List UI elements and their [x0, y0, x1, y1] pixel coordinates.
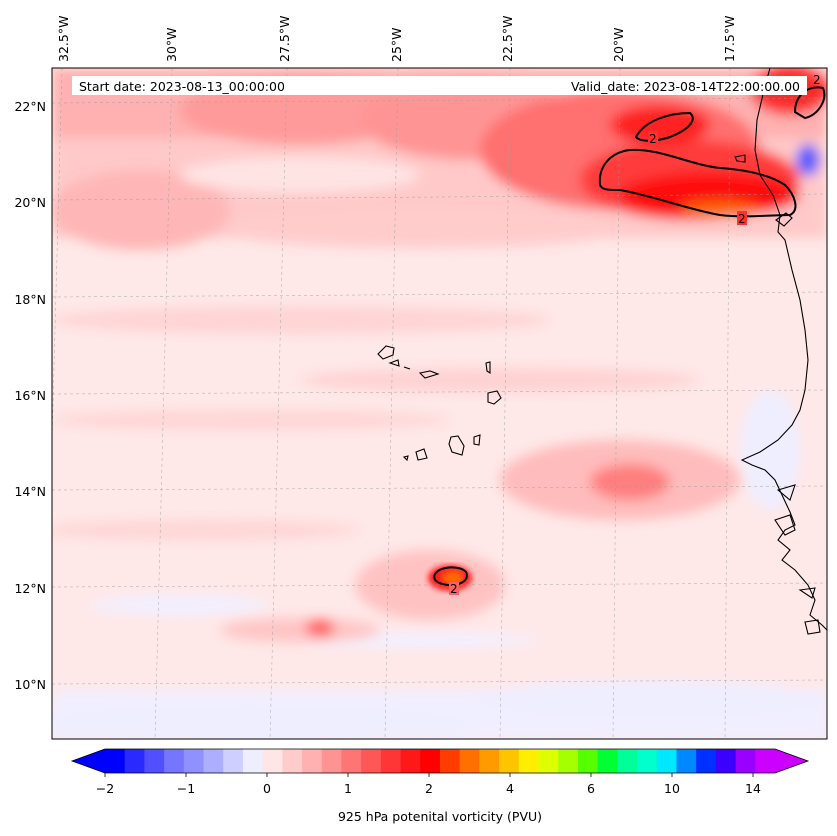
colorbar-cell	[203, 749, 224, 773]
lon-label: 32.5°W	[56, 16, 71, 62]
colorbar-cell	[558, 749, 579, 773]
colorbar-cell	[479, 749, 500, 773]
colorbar-cell	[538, 749, 559, 773]
colorbar-tick-label: 1	[344, 781, 352, 796]
colorbar-cell	[144, 749, 165, 773]
cape-verde-islands	[377, 345, 502, 462]
colorbar-cell	[676, 749, 697, 773]
lon-label: 22.5°W	[500, 16, 515, 62]
colorbar-tick-label: 10	[664, 781, 680, 796]
colorbar-tick-label: 6	[587, 781, 595, 796]
colorbar-cell	[400, 749, 421, 773]
colorbar-cell	[755, 749, 776, 773]
colorbar-cell	[164, 749, 185, 773]
lon-label: 25°W	[389, 27, 404, 62]
start-date-label: Start date: 2023-08-13_00:00:00	[79, 79, 285, 94]
header-box	[72, 76, 807, 95]
colorbar-cell	[242, 749, 264, 773]
latitude-labels: 22°N 20°N 18°N 16°N 14°N 12°N 10°N	[14, 99, 46, 692]
colorbar-cell	[223, 749, 244, 773]
lon-label: 20°W	[611, 27, 626, 62]
lat-label: 16°N	[14, 388, 46, 403]
lat-label: 10°N	[14, 677, 46, 692]
lat-label: 14°N	[14, 484, 46, 499]
colorbar-cell	[105, 749, 126, 773]
colorbar-tick-label: −2	[96, 781, 114, 796]
colorbar-cell	[440, 749, 461, 773]
colorbar-cell	[183, 749, 205, 773]
colorbar-cell	[656, 749, 677, 773]
contour-labels: 2 2 2 2	[449, 73, 821, 596]
colorbar-cell	[380, 749, 402, 773]
colorbar-cell	[518, 749, 540, 773]
colorbar-title: 925 hPa potenital vorticity (PVU)	[338, 809, 542, 824]
coastline	[734, 68, 827, 635]
lon-label: 27.5°W	[277, 16, 292, 62]
contour-label-2: 2	[738, 212, 746, 226]
colorbar-cell	[597, 749, 618, 773]
colorbar-tick-label: 4	[506, 781, 514, 796]
pv-field: 2 2 2 2	[52, 68, 827, 739]
colorbar-extend-max	[775, 749, 808, 773]
contour-label-2: 2	[813, 73, 821, 87]
valid-date-label: Valid_date: 2023-08-14T22:00:00.00	[571, 79, 800, 94]
colorbar-cell	[262, 749, 283, 773]
graticule	[52, 68, 827, 739]
colorbar-cell	[577, 749, 599, 773]
colorbar-tick-label: 0	[263, 781, 271, 796]
colorbar-cell	[124, 749, 145, 773]
colorbar-cell	[361, 749, 382, 773]
colorbar-cell	[420, 749, 441, 773]
colorbar-cell	[321, 749, 342, 773]
colorbar-cell	[617, 749, 638, 773]
colorbar-cell	[735, 749, 756, 773]
colorbar-cell	[341, 749, 362, 773]
colorbar-cell	[282, 749, 303, 773]
colorbar-tick-label: −1	[177, 781, 195, 796]
map-frame	[51, 67, 828, 740]
lat-label: 12°N	[14, 581, 46, 596]
colorbar-tick-label: 14	[745, 781, 761, 796]
lat-label: 22°N	[14, 99, 46, 114]
colorbar-cell	[696, 749, 717, 773]
lon-label: 30°W	[164, 27, 179, 62]
colorbar-extend-min	[72, 749, 105, 773]
contour-label-2: 2	[649, 132, 657, 146]
longitude-labels: 32.5°W 30°W 27.5°W 25°W 22.5°W 20°W 17.5…	[56, 16, 737, 62]
colorbar-cell	[499, 749, 520, 773]
lon-label: 17.5°W	[722, 16, 737, 62]
colorbar-tick-label: 2	[425, 781, 433, 796]
colorbar-cell	[459, 749, 480, 773]
colorbar: −2 −1 0 1 2 4 6 10 14 925 hPa potenital vorticit…	[70, 748, 810, 824]
lat-label: 20°N	[14, 195, 46, 210]
lat-label: 18°N	[14, 292, 46, 307]
contour-label-2: 2	[450, 582, 458, 596]
colorbar-cell	[637, 749, 658, 773]
pv-contours	[433, 86, 826, 587]
colorbar-cell	[715, 749, 737, 773]
colorbar-cell	[302, 749, 323, 773]
